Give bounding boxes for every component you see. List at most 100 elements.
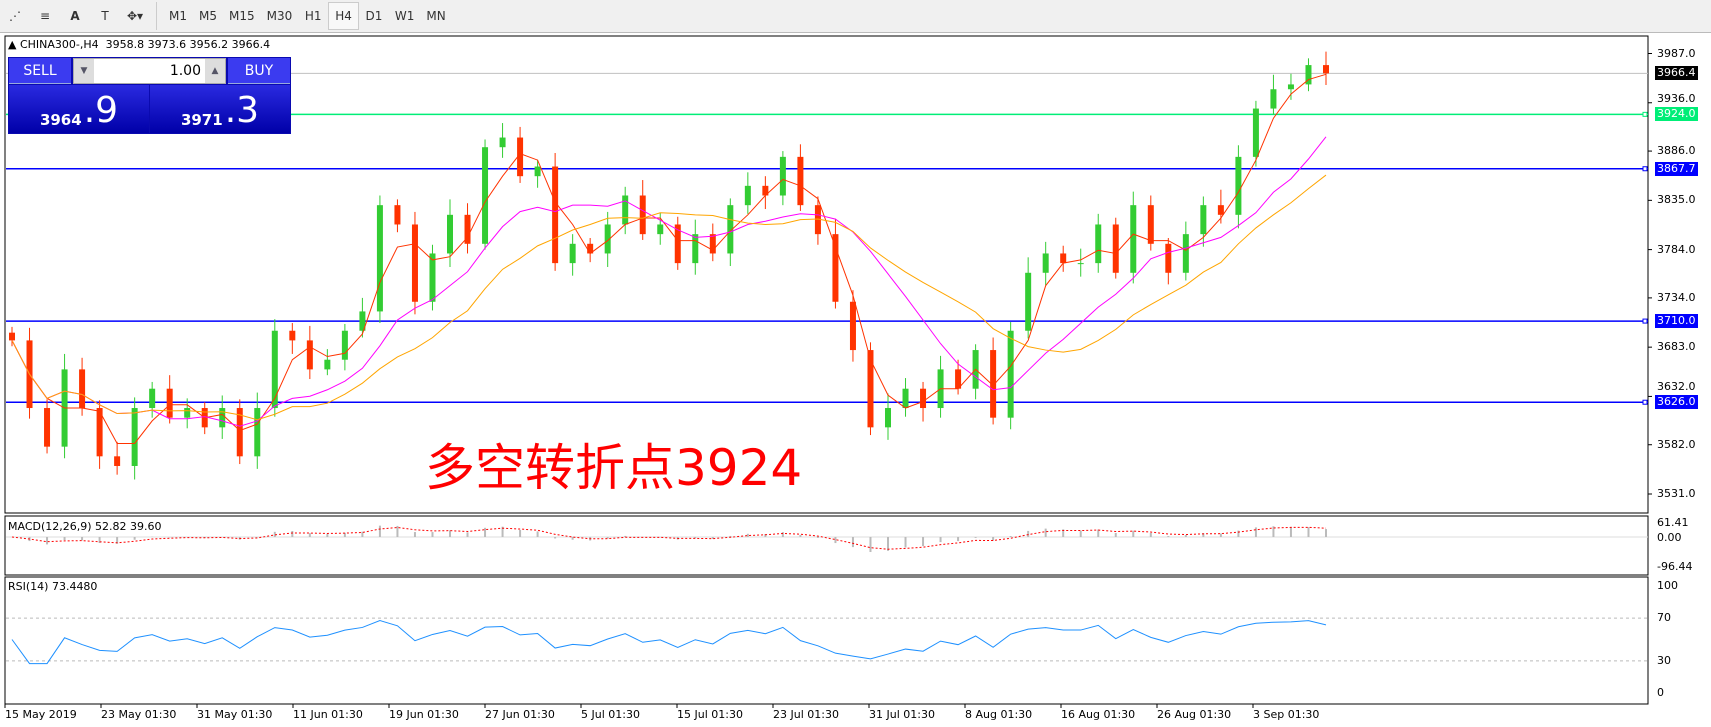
candle-body [1060, 253, 1067, 264]
candle-body [1095, 224, 1102, 264]
date-axis-label: 31 Jul 01:30 [869, 708, 935, 721]
candle-body [1235, 156, 1242, 215]
horizontal-line-label: 3924.0 [1655, 107, 1698, 122]
line-handle [1642, 111, 1648, 117]
candle-body [271, 330, 278, 409]
candle-body [622, 195, 629, 225]
text-label-icon[interactable]: T [101, 9, 109, 23]
bid-price-button[interactable]: 3964.9 [9, 85, 149, 133]
date-axis-label: 27 Jun 01:30 [485, 708, 555, 721]
main-chart-frame [4, 35, 1649, 514]
candle-body [96, 408, 103, 457]
candle-body [411, 224, 418, 302]
candle-body [131, 408, 138, 466]
timeframe-m30[interactable]: M30 [266, 9, 293, 23]
timeframe-d1[interactable]: D1 [365, 9, 383, 23]
candle-body [376, 205, 383, 312]
candle-body [114, 456, 121, 466]
rsi-axis-label: 100 [1657, 579, 1678, 592]
candle-body [604, 224, 611, 254]
candle-body [639, 195, 646, 235]
timeframe-h4[interactable]: H4 [328, 2, 359, 30]
sell-button[interactable]: SELL [9, 58, 71, 84]
lot-size-stepper[interactable]: ▼ 1.00 ▲ [73, 58, 226, 84]
price-axis-label: 3683.0 [1657, 340, 1696, 354]
timeframe-h1[interactable]: H1 [304, 9, 322, 23]
line-handle [1642, 399, 1648, 405]
price-axis-label: 3987.0 [1657, 46, 1696, 60]
timeframe-m5[interactable]: M5 [199, 9, 217, 23]
moving-average-line [11, 73, 1327, 444]
candle-body [867, 350, 874, 428]
one-click-trading-panel: SELL ▼ 1.00 ▲ BUY 3964.9 3971.3 [8, 57, 291, 134]
line-handle [1642, 166, 1648, 172]
candle-body [955, 369, 962, 389]
decrease-lot-button[interactable]: ▼ [74, 59, 94, 83]
candle-body [9, 332, 15, 341]
candle-body [341, 330, 348, 360]
candle-body [587, 243, 594, 254]
candle-body [1007, 330, 1014, 418]
candle-body [692, 234, 699, 264]
candle-body [709, 234, 716, 254]
line-handle [1642, 318, 1648, 324]
candle-body [429, 253, 436, 302]
fibo-expansion-icon[interactable]: ⋰ [9, 9, 21, 23]
price-axis-label: 3582.0 [1657, 437, 1696, 451]
candle-body [885, 408, 891, 428]
candle-body [1252, 108, 1259, 157]
candle-body [482, 147, 489, 244]
bid-price-fraction: .9 [83, 90, 119, 131]
candle-body [902, 388, 909, 409]
macd-axis-label: -96.44 [1657, 560, 1693, 573]
candle-body [552, 166, 559, 264]
symbol: CHINA300-,H4 [19, 38, 99, 51]
candle-body [324, 359, 331, 370]
date-axis-label: 31 May 01:30 [197, 708, 273, 721]
arrows-icon[interactable]: ✥▾ [126, 9, 144, 23]
candle-body [517, 137, 524, 177]
bid-price-main: 3964 [39, 111, 82, 129]
candle-body [149, 388, 156, 409]
macd-signal-line [11, 526, 1327, 550]
macd-label: MACD(12,26,9) 52.82 39.60 [8, 520, 162, 533]
timeframe-m15[interactable]: M15 [229, 9, 255, 23]
candle-body [394, 205, 401, 225]
date-axis-label: 23 Jul 01:30 [773, 708, 839, 721]
horizontal-line-label: 3626.0 [1655, 395, 1698, 410]
price-axis-label: 3886.0 [1657, 144, 1696, 158]
price-axis-label: 3784.0 [1657, 242, 1696, 256]
candle-body [1270, 89, 1277, 109]
candle-body [762, 185, 769, 196]
current-price-label: 3966.4 [1655, 66, 1698, 81]
candle-body [236, 408, 243, 457]
horizontal-line-label: 3710.0 [1655, 314, 1698, 329]
macd-axis-label: 0.00 [1657, 531, 1682, 544]
ask-price-button[interactable]: 3971.3 [150, 85, 290, 133]
rsi-axis-label: 30 [1657, 653, 1671, 667]
moving-average-line [11, 136, 1327, 427]
chart-title: ▲ CHINA300-,H4 3958.8 3973.6 3956.2 3966… [8, 38, 271, 51]
increase-lot-button[interactable]: ▲ [205, 59, 225, 83]
timeframe-w1[interactable]: W1 [394, 9, 415, 23]
candle-body [657, 224, 664, 235]
candle-body [832, 234, 839, 302]
date-axis-label: 11 Jun 01:30 [293, 708, 363, 721]
candle-body [1305, 65, 1312, 85]
rsi-label: RSI(14) 73.4480 [8, 580, 98, 593]
candle-body [1077, 263, 1084, 265]
timeframe-m1[interactable]: M1 [169, 9, 187, 23]
date-axis-label: 16 Aug 01:30 [1061, 708, 1136, 721]
price-axis-label: 3835.0 [1657, 193, 1696, 207]
candle-body [674, 224, 681, 264]
buy-button[interactable]: BUY [228, 58, 290, 84]
date-axis-label: 15 Jul 01:30 [677, 708, 743, 721]
candle-body [219, 408, 226, 428]
lot-size-input[interactable]: 1.00 [169, 63, 201, 79]
candle-body [1182, 234, 1189, 273]
timeframe-mn[interactable]: MN [426, 9, 446, 23]
macd-axis-label: 61.41 [1657, 516, 1689, 529]
fibo-fan-icon[interactable]: ≡ [39, 9, 51, 23]
text-icon[interactable]: A [70, 9, 80, 23]
